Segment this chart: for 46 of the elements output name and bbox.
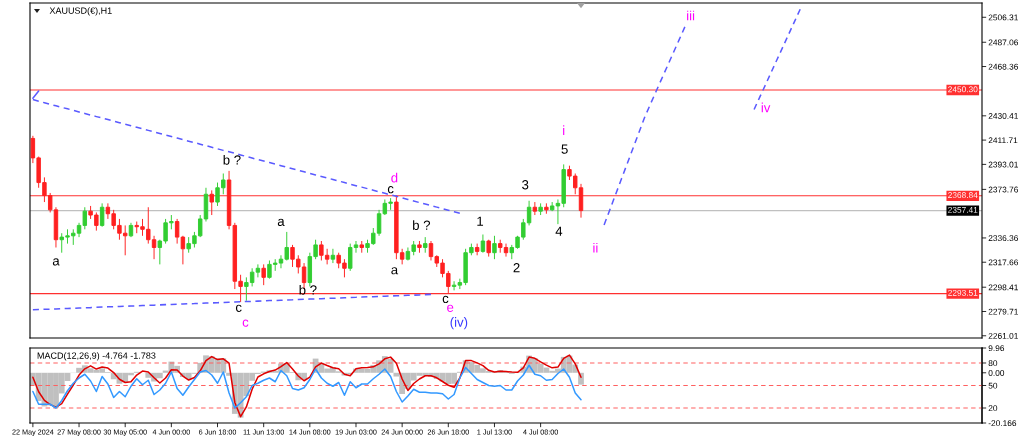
y-tick-label: 0.00 — [988, 370, 1005, 376]
ref-line-label: 2293.51 — [948, 289, 978, 296]
annotation: 4 — [555, 226, 563, 236]
annotation: i — [563, 125, 565, 135]
y-tick-label: 2373.76 — [988, 186, 1019, 193]
y-tick-label: 2336.36 — [988, 235, 1019, 242]
ref-line-label: 2450.30 — [948, 86, 978, 93]
annotation: 1 — [477, 216, 484, 226]
y-tick-label: 2468.36 — [988, 63, 1019, 70]
y-tick-label: 2430.41 — [988, 113, 1018, 119]
annotation: ii — [593, 242, 598, 253]
y-tick-label: 2317.66 — [988, 259, 1019, 266]
annotation: a — [277, 218, 285, 226]
y-tick-label: 2279.71 — [988, 308, 1018, 315]
annotation: 3 — [522, 180, 529, 190]
y-tick-label: 9.96 — [988, 345, 1005, 352]
annotation: c — [235, 304, 242, 312]
y-tick-label: -20.166 — [988, 420, 1017, 427]
annotation: c — [442, 295, 449, 304]
ref-line-label: 2357.41 — [948, 206, 978, 213]
y-tick-label: 2298.41 — [988, 284, 1018, 291]
chart-title: XAUUSD(€),H1 — [49, 7, 112, 16]
annotation: b ? — [413, 220, 431, 230]
annotation: d — [391, 172, 398, 183]
y-tick-label: 2506.31 — [988, 14, 1018, 21]
annotation: 5 — [561, 144, 568, 154]
annotation: c — [242, 319, 249, 327]
annotation: a — [52, 258, 60, 266]
annotation: c — [387, 186, 394, 194]
annotation: iii — [687, 10, 695, 21]
y2-tick-label: 50 — [988, 382, 998, 389]
y-tick-label: 2487.06 — [988, 39, 1019, 46]
y-tick-label: 2411.71 — [988, 137, 1018, 144]
ref-line-label: 2368.84 — [948, 192, 978, 198]
y-tick-label: 2393.01 — [988, 161, 1018, 168]
annotation: (iv) — [450, 317, 468, 330]
y-tick-label: 2261.01 — [988, 332, 1018, 339]
annotation: b ? — [223, 155, 241, 165]
annotation: a — [391, 267, 399, 275]
annotation: iv — [761, 102, 771, 113]
annotation: b ? — [299, 284, 317, 295]
y2-tick-label: 20 — [988, 405, 998, 412]
y2-tick-label: 80 — [988, 360, 998, 367]
chart-title: MACD(12,26,9) -4.764 -1.783 — [37, 352, 156, 361]
annotation: e — [447, 304, 454, 312]
annotation: 2 — [513, 263, 520, 273]
